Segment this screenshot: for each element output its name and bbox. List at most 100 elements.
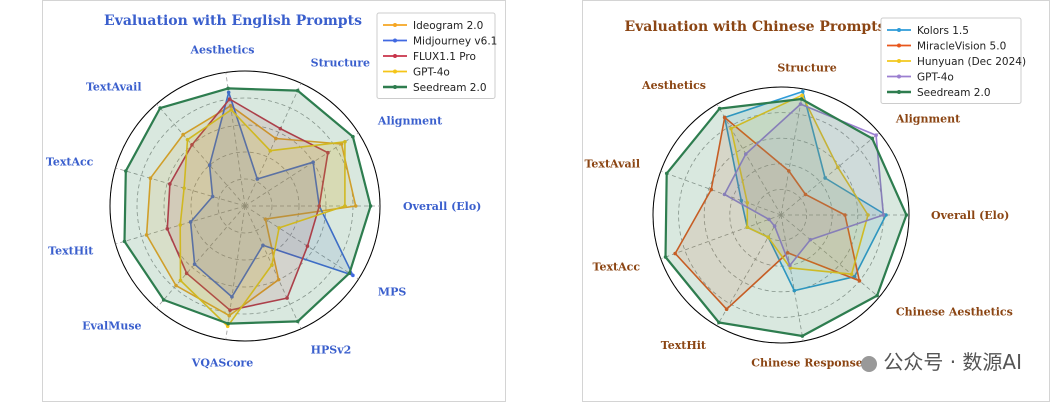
point-ideogram-2-0 (353, 204, 358, 208)
point-gpt-4o (270, 263, 274, 267)
point-gpt-4o (178, 278, 183, 283)
point-flux1-1-pro (278, 126, 283, 131)
point-miraclevision-5-0 (857, 279, 862, 283)
axis-spoke (244, 205, 302, 329)
axis-label-chinese-response: Chinese Response (751, 357, 863, 370)
series-kolors-1-5 (723, 90, 887, 292)
legend-marker-gpt-4o (897, 74, 901, 79)
point-gpt-4o (185, 137, 190, 142)
series-midjourney-v6-1 (189, 91, 354, 298)
axis-spoke (156, 103, 246, 207)
point-midjourney-v6-1 (230, 295, 234, 299)
point-midjourney-v6-1 (255, 177, 260, 181)
wechat-icon (861, 355, 878, 372)
point-hunyuan-dec-2024 (836, 165, 840, 170)
point-seedream-2-0 (800, 334, 805, 338)
legend-marker-gpt-4o (393, 69, 397, 74)
point-midjourney-v6-1 (210, 194, 215, 199)
point-gpt-4o (744, 152, 748, 156)
axis-spoke (660, 170, 782, 216)
point-flux1-1-pro (165, 227, 170, 231)
point-gpt-4o (343, 204, 347, 208)
axis-spoke (716, 103, 782, 216)
legend-marker-miraclevision-5-0 (897, 43, 901, 48)
axis-label-aesthetics: Aesthetics (190, 44, 255, 57)
point-seedream-2-0 (368, 204, 373, 208)
legend-label-hunyuan-dec-2024: Hunyuan (Dec 2024) (917, 56, 1026, 68)
point-ideogram-2-0 (228, 103, 233, 108)
series-seedream-2-0 (123, 87, 372, 325)
series-ideogram-2-0 (145, 105, 357, 317)
point-gpt-4o (225, 324, 230, 329)
legend-box (376, 12, 496, 99)
point-seedream-2-0 (799, 97, 804, 101)
watermark-text: 公众号 · 数源AI (883, 350, 1022, 374)
point-gpt-4o (178, 223, 183, 227)
point-seedream-2-0 (226, 86, 230, 91)
chinese-radar-chart: Evaluation with Chinese Prompts Overall (… (585, 17, 1026, 370)
grid-circle (754, 188, 807, 241)
point-hunyuan-dec-2024 (729, 126, 733, 131)
point-kolors-1-5 (739, 198, 744, 203)
point-gpt-4o (874, 133, 878, 137)
axis-spoke (780, 214, 804, 342)
watermark: 公众号 · 数源AI (861, 346, 1022, 375)
series-seedream-2-0 (664, 97, 908, 338)
legend-label-flux1-1-pro: FLUX1.1 Pro (413, 51, 476, 63)
legend-marker-kolors-1-5 (897, 28, 901, 32)
legend-label-gpt-4o: GPT-4o (413, 67, 450, 79)
point-ideogram-2-0 (274, 136, 278, 141)
point-midjourney-v6-1 (188, 220, 193, 224)
point-hunyuan-dec-2024 (745, 225, 750, 230)
axis-label-hpsv2: HPSv2 (311, 344, 352, 357)
point-seedream-2-0 (870, 136, 874, 141)
legend-label-kolors-1-5: Kolors 1.5 (917, 25, 969, 37)
axis-label-textavail: TextAvail (585, 158, 641, 171)
axis-spoke (115, 205, 246, 245)
chart-title: Evaluation with English Prompts (104, 13, 362, 29)
point-seedream-2-0 (351, 134, 355, 139)
point-seedream-2-0 (122, 239, 127, 244)
axis-spoke (244, 205, 359, 280)
point-flux1-1-pro (317, 204, 322, 208)
point-gpt-4o (182, 186, 186, 190)
legend-marker-flux1-1-pro (393, 54, 397, 58)
point-seedream-2-0 (717, 320, 721, 325)
point-gpt-4o (277, 226, 281, 230)
axis-spoke (660, 214, 782, 260)
legend-label-seedream-2-0: Seedream 2.0 (413, 82, 487, 94)
point-gpt-4o (772, 224, 777, 228)
point-seedream-2-0 (717, 106, 722, 111)
axis-label-textacc: TextAcc (593, 260, 641, 273)
point-ideogram-2-0 (144, 233, 149, 237)
point-ideogram-2-0 (263, 217, 268, 221)
grid-circle (217, 178, 273, 234)
point-hunyuan-dec-2024 (745, 200, 750, 205)
chart-title: Evaluation with Chinese Prompts (624, 19, 885, 35)
axis-spoke (156, 205, 246, 309)
point-miraclevision-5-0 (786, 169, 791, 173)
axis-label-overall-elo: Overall (Elo) (403, 200, 481, 213)
point-hunyuan-dec-2024 (849, 272, 854, 277)
point-gpt-4o (343, 139, 347, 144)
point-hunyuan-dec-2024 (866, 213, 870, 217)
point-midjourney-v6-1 (192, 262, 197, 266)
point-midjourney-v6-1 (311, 160, 315, 165)
legend-box (880, 17, 1022, 104)
point-flux1-1-pro (184, 271, 189, 276)
point-kolors-1-5 (852, 274, 857, 279)
point-gpt-4o (767, 217, 771, 222)
point-midjourney-v6-1 (261, 243, 265, 248)
point-ideogram-2-0 (181, 132, 185, 137)
point-hunyuan-dec-2024 (766, 235, 770, 239)
english-radar-panel: Evaluation with English Prompts Overall (… (42, 0, 506, 402)
point-flux1-1-pro (326, 150, 330, 155)
point-seedream-2-0 (347, 271, 352, 275)
point-gpt-4o (722, 192, 727, 197)
legend-marker-hunyuan-dec-2024 (897, 59, 901, 63)
axis-label-overall-elo: Overall (Elo) (931, 209, 1009, 222)
point-ideogram-2-0 (227, 313, 232, 318)
axis-spoke (244, 83, 302, 207)
legend-marker-midjourney-v6-1 (393, 38, 397, 43)
axis-label-vqascore: VQAScore (191, 356, 253, 369)
